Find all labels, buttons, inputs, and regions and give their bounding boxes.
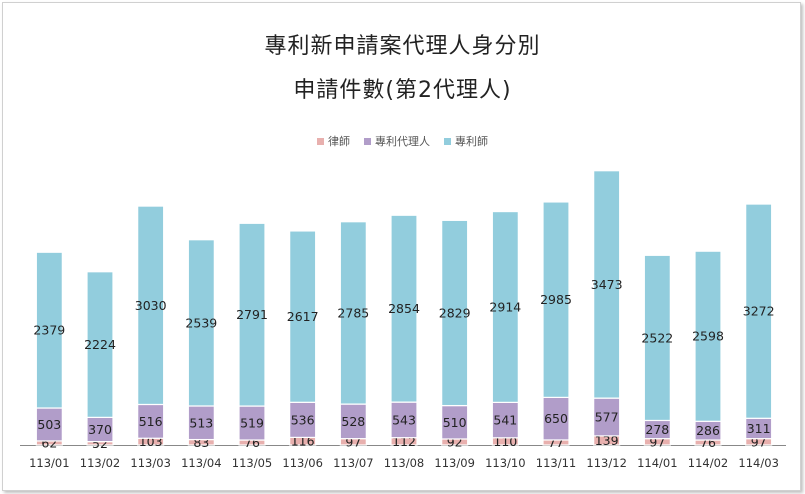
data-label-attorney-113-01: 2379	[33, 323, 65, 338]
data-label-agent-113-09: 510	[443, 415, 467, 430]
x-tick-label-113-05: 113/05	[232, 456, 272, 470]
data-label-attorney-114-03: 3272	[743, 304, 775, 319]
x-tick-label-113-02: 113/02	[80, 456, 120, 470]
x-tick-label-113-09: 113/09	[434, 456, 474, 470]
data-label-agent-114-01: 278	[645, 422, 669, 437]
data-label-attorney-113-11: 2985	[540, 292, 572, 307]
x-tick-label-113-07: 113/07	[333, 456, 373, 470]
x-tick-label-114-02: 114/02	[688, 456, 728, 470]
data-label-attorney-113-10: 2914	[489, 299, 521, 314]
data-label-attorney-113-08: 2854	[388, 301, 420, 316]
data-label-agent-113-12: 577	[595, 410, 619, 425]
data-label-agent-113-01: 503	[37, 417, 61, 432]
x-tick-label-113-08: 113/08	[384, 456, 424, 470]
data-label-agent-113-04: 513	[189, 415, 213, 430]
x-tick-label-113-03: 113/03	[130, 456, 170, 470]
x-tick-label-113-06: 113/06	[282, 456, 322, 470]
data-label-attorney-114-02: 2598	[692, 329, 724, 344]
x-tick-label-113-04: 113/04	[181, 456, 221, 470]
data-label-agent-113-03: 516	[139, 414, 163, 429]
x-tick-label-114-03: 114/03	[738, 456, 778, 470]
data-label-agent-113-10: 541	[493, 413, 517, 428]
data-label-agent-113-08: 543	[392, 412, 416, 427]
data-label-agent-113-11: 650	[544, 411, 568, 426]
x-tick-label-113-10: 113/10	[485, 456, 525, 470]
data-label-agent-114-02: 286	[696, 423, 720, 438]
data-label-agent-113-02: 370	[88, 422, 112, 437]
data-label-attorney-113-12: 3473	[591, 277, 623, 292]
data-label-agent-113-05: 519	[240, 416, 264, 431]
data-label-agent-114-03: 311	[747, 421, 771, 436]
data-label-attorney-113-07: 2785	[337, 305, 369, 320]
stacked-bar-chart: 625032379113/01523702224113/021035163030…	[0, 0, 805, 494]
x-tick-label-114-01: 114/01	[637, 456, 677, 470]
x-tick-label-113-12: 113/12	[586, 456, 626, 470]
data-label-agent-113-06: 536	[291, 412, 315, 427]
x-tick-label-113-01: 113/01	[29, 456, 69, 470]
data-label-attorney-113-04: 2539	[185, 315, 217, 330]
data-label-attorney-113-09: 2829	[439, 305, 471, 320]
data-label-agent-113-07: 528	[341, 414, 365, 429]
data-label-attorney-113-06: 2617	[287, 309, 319, 324]
data-label-attorney-113-03: 3030	[135, 298, 167, 313]
data-label-attorney-114-01: 2522	[641, 330, 673, 345]
x-tick-label-113-11: 113/11	[536, 456, 576, 470]
data-label-attorney-113-02: 2224	[84, 337, 116, 352]
data-label-attorney-113-05: 2791	[236, 307, 268, 322]
